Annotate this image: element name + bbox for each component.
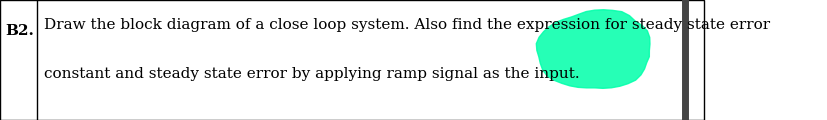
Text: B2.: B2. bbox=[6, 24, 35, 38]
Text: constant and steady state error by applying ramp signal as the input.: constant and steady state error by apply… bbox=[44, 67, 579, 81]
Polygon shape bbox=[536, 10, 649, 88]
Text: Draw the block diagram of a close loop system. Also find the expression for stea: Draw the block diagram of a close loop s… bbox=[44, 18, 769, 32]
